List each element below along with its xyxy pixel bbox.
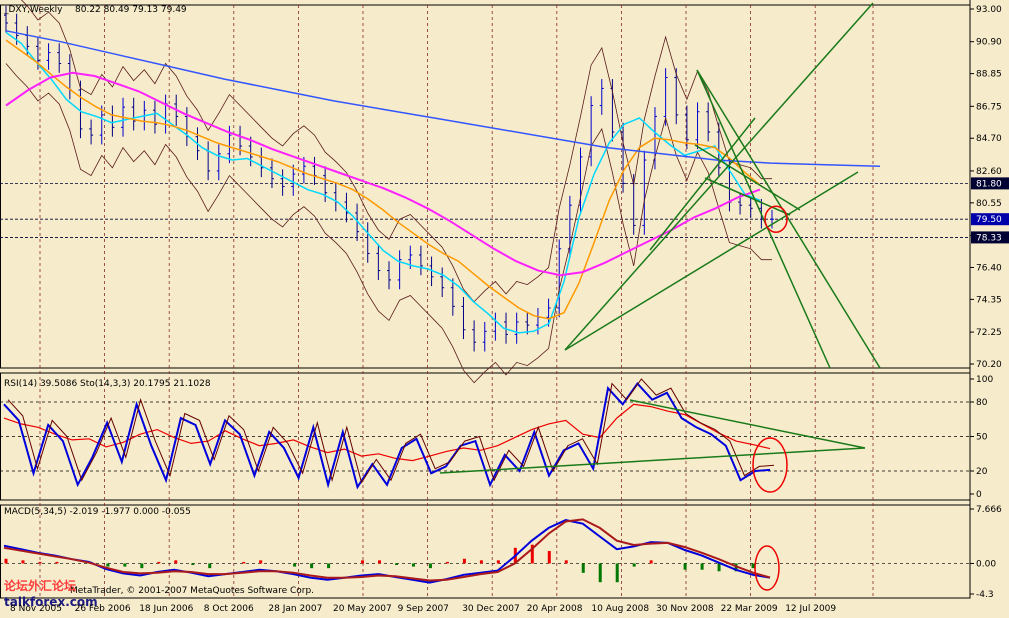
price-marker-box xyxy=(971,177,1009,190)
macd-highlight-circle xyxy=(754,545,780,591)
main-title: _DXY,Weekly xyxy=(3,5,63,15)
price-tick-label: 93.00 xyxy=(976,5,1002,15)
trendline xyxy=(564,2,874,351)
price-marker-box xyxy=(971,213,1009,226)
date-tick-label: 10 Aug 2008 xyxy=(591,604,649,614)
price-axis: 93.0090.9088.8586.7584.7082.6080.5578.45… xyxy=(970,5,1009,600)
price-tick-label: 80.55 xyxy=(976,199,1002,209)
moving-average-line xyxy=(5,39,761,320)
macd-frame xyxy=(0,504,971,599)
trendline xyxy=(694,144,801,211)
rsi-tick-label: 100 xyxy=(976,375,993,385)
trendline xyxy=(649,117,756,251)
date-tick-label: 18 Jun 2006 xyxy=(139,604,193,614)
price-tick-label: 90.90 xyxy=(976,38,1002,48)
price-tick-label: 84.70 xyxy=(976,134,1002,144)
date-tick-label: 28 Jan 2007 xyxy=(268,604,322,614)
price-tick-label: 88.85 xyxy=(976,70,1002,80)
ohlc-readout: 80.22 80.49 79.13 79.49 xyxy=(75,5,187,15)
watermark-site: talkforex.com xyxy=(4,595,98,609)
time-axis: 8 Nov 2005 26 Feb 2006 18 Jun 2006 8 Oct 20… xyxy=(10,604,836,614)
date-tick-label: 20 May 2007 xyxy=(333,604,392,614)
date-tick-label: 30 Dec 2007 xyxy=(462,604,520,614)
date-tick-label: 9 Sep 2007 xyxy=(398,604,449,614)
macd-tick-label: 0.00 xyxy=(976,559,996,569)
rsi-trendline xyxy=(439,447,866,474)
price-tick-label: 76.40 xyxy=(976,263,1002,273)
macd-tick-label: 7.666 xyxy=(976,505,1002,515)
macd-line xyxy=(3,519,771,584)
price-tick-label: 74.35 xyxy=(976,295,1002,305)
watermark-cn: 论坛外汇论坛 xyxy=(4,578,76,593)
price-tick-label: 82.60 xyxy=(976,167,1002,177)
highlight-circle xyxy=(764,205,788,233)
trendline xyxy=(704,177,791,216)
bollinger-upper xyxy=(20,0,772,303)
rsi-stoch-panel xyxy=(0,378,970,493)
date-tick-label: 26 Feb 2006 xyxy=(75,604,131,614)
rsi-tick-label: 0 xyxy=(976,490,982,500)
moving-average-line xyxy=(5,30,881,168)
price-marker-label: 78.33 xyxy=(976,233,1002,243)
price-marker-label: 81.80 xyxy=(976,179,1002,189)
bollinger-lower xyxy=(5,63,772,384)
price-tick-label: 72.25 xyxy=(976,328,1002,338)
date-tick-label: 20 Apr 2008 xyxy=(527,604,583,614)
rsi-trendline xyxy=(629,399,866,449)
trendline xyxy=(564,171,859,351)
main-price-panel xyxy=(4,0,881,384)
macd-signal-line xyxy=(3,518,771,582)
stochastic-signal-line xyxy=(7,378,775,484)
rsi-tick-label: 80 xyxy=(976,398,988,408)
moving-average-line xyxy=(5,31,761,334)
rsi-line xyxy=(3,403,771,462)
price-tick-label: 70.20 xyxy=(976,360,1002,370)
price-marker-box xyxy=(971,231,1009,244)
date-tick-label: 8 Oct 2006 xyxy=(204,604,254,614)
copyright-text: MetaTrader, © 2001-2007 MetaQuotes Softw… xyxy=(70,586,314,596)
main-frame xyxy=(0,4,971,369)
trendline xyxy=(696,69,831,369)
rsi-title: RSI(14) 39.5086 Sto(14,3,3) 20.1795 21.1… xyxy=(4,379,211,389)
date-tick-label: 30 Nov 2008 xyxy=(656,604,714,614)
trendline xyxy=(696,69,881,369)
stochastic-line xyxy=(3,382,771,490)
macd-panel xyxy=(0,518,970,591)
date-tick-label: 12 Jul 2009 xyxy=(785,604,836,614)
rsi-highlight-circle xyxy=(752,437,788,493)
macd-title: MACD(5,34,5) -2.019 -1.977 0.000 -0.055 xyxy=(4,507,191,517)
moving-average-line xyxy=(5,71,761,277)
date-tick-label: 8 Nov 2005 xyxy=(10,604,62,614)
macd-tick-label: -4.3 xyxy=(976,590,994,600)
rsi-tick-label: 50 xyxy=(976,433,988,443)
price-marker-label: 79.50 xyxy=(976,215,1002,225)
rsi-tick-label: 20 xyxy=(976,467,988,477)
date-tick-label: 22 Mar 2009 xyxy=(721,604,778,614)
price-tick-label: 86.75 xyxy=(976,102,1002,112)
